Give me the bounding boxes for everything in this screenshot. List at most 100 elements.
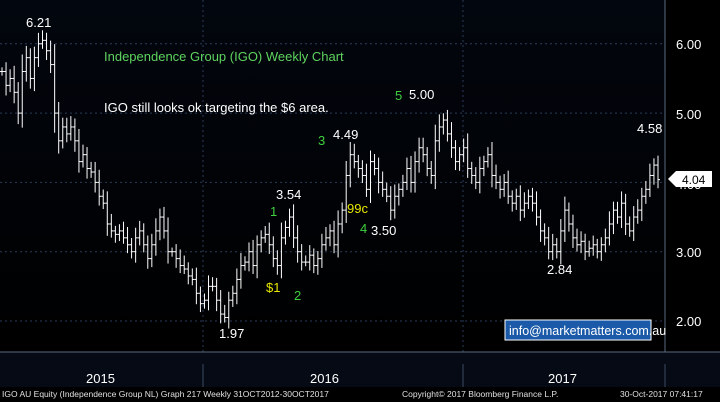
ohlc-bar: [413, 151, 418, 193]
y-tick-label: 6.00: [676, 37, 701, 52]
ohlc-bar: [473, 167, 478, 190]
ohlc-bar: [48, 40, 53, 74]
ohlc-bar: [68, 116, 73, 141]
ohlc-bar: [437, 114, 442, 152]
ohlc-bar: [238, 252, 243, 289]
wave-label: $1: [266, 280, 280, 295]
ohlc-bar: [360, 160, 365, 184]
ohlc-bar: [445, 109, 450, 142]
ohlc-bar: [404, 157, 409, 191]
ohlc-bar: [481, 155, 486, 177]
ohlc-bar: [251, 239, 256, 275]
ohlc-bar: [489, 141, 494, 188]
ohlc-bar: [76, 128, 81, 173]
price-annotation: 2.84: [547, 262, 572, 277]
price-annotation: 4.58: [637, 121, 662, 136]
ohlc-bar: [263, 226, 268, 243]
price-annotation: 4.49: [333, 127, 358, 142]
ohlc-bar: [433, 124, 438, 190]
ohlc-bar: [465, 133, 470, 178]
wave-label: 4: [360, 221, 367, 236]
ohlc-bar: [639, 187, 644, 222]
ohlc-bar: [469, 161, 474, 184]
ohlc-bar: [222, 304, 227, 323]
x-tick-label: 2016: [310, 371, 339, 386]
ohlc-bar: [554, 238, 559, 259]
ohlc-bar: [145, 235, 150, 269]
ohlc-bar: [93, 161, 98, 193]
ohlc-bar: [56, 102, 61, 154]
ohlc-bar: [186, 262, 191, 285]
ohlc-bar: [137, 220, 142, 246]
ohlc-bar: [449, 122, 454, 158]
ohlc-bar: [562, 196, 567, 242]
price-annotation: 3.50: [371, 223, 396, 238]
ohlc-bar: [396, 183, 401, 206]
ohlc-bar: [352, 143, 357, 169]
ohlc-bar: [117, 224, 122, 242]
ohlc-bar: [230, 285, 235, 307]
ohlc-bar: [615, 201, 620, 224]
ohlc-bar: [510, 190, 515, 212]
ohlc-bar: [485, 147, 490, 168]
ohlc-bar: [72, 118, 77, 152]
ohlc-bar: [364, 163, 369, 197]
ohlc-bar: [627, 216, 632, 237]
wave-label: 5: [395, 88, 402, 103]
ohlc-bar: [255, 235, 260, 279]
chart-title: Independence Group (IGO) Weekly Chart: [104, 49, 344, 64]
ohlc-bar: [344, 160, 349, 223]
wave-label: 2: [294, 288, 301, 303]
ohlc-bar: [24, 45, 29, 82]
x-tick-label: 2015: [86, 371, 115, 386]
ohlc-bar: [190, 268, 195, 286]
ohlc-bar: [425, 147, 430, 177]
footer-bar: IGO AU Equity (Independence Group NL) Gr…: [0, 387, 720, 402]
ohlc-bar: [538, 209, 543, 242]
ohlc-bar: [603, 228, 608, 253]
ohlc-bar: [461, 138, 466, 163]
ohlc-bar: [36, 32, 41, 67]
ohlc-bar: [174, 244, 179, 268]
ohlc-bar: [170, 247, 175, 257]
ohlc-bar: [623, 193, 628, 235]
ohlc-bar: [566, 202, 571, 232]
x-tick-label: 2017: [548, 371, 577, 386]
ohlc-bar: [421, 137, 426, 163]
ohlc-bar: [315, 251, 320, 275]
ohlc-bar: [202, 293, 207, 309]
ohlc-bar: [4, 62, 9, 96]
ohlc-bar: [319, 233, 324, 268]
footer-security-info: IGO AU Equity (Independence Group NL) Gr…: [2, 389, 329, 399]
ohlc-bar: [121, 221, 126, 244]
ohlc-bar: [182, 255, 187, 275]
ohlc-bar: [400, 174, 405, 197]
ohlc-bar: [178, 249, 183, 274]
ohlc-bar: [166, 217, 171, 264]
grid: [0, 0, 665, 352]
ohlc-bar: [522, 192, 527, 218]
ohlc-bar: [89, 161, 94, 178]
ohlc-bar: [392, 184, 397, 219]
ohlc-bar: [647, 163, 652, 197]
email-box: [504, 319, 652, 341]
email-link[interactable]: info@marketmatters.com.au: [509, 324, 666, 338]
ohlc-bar: [287, 208, 292, 237]
plot-background: [0, 0, 665, 352]
ohlc-bar: [279, 222, 284, 279]
ohlc-bar: [242, 256, 247, 271]
ohlc-bar: [271, 236, 276, 268]
ohlc-bar: [429, 160, 434, 184]
ohlc-bar: [368, 150, 373, 203]
y-tick-label: 5.00: [676, 107, 701, 122]
ohlc-bar: [494, 164, 499, 190]
ohlc-bar: [348, 141, 353, 188]
ohlc-bar: [591, 235, 596, 256]
ohlc-bar: [28, 48, 33, 89]
ohlc-bar: [295, 225, 300, 263]
ohlc-bar: [32, 46, 37, 92]
ohlc-bar: [64, 117, 69, 143]
ohlc-bar: [214, 277, 219, 312]
ohlc-bar: [20, 54, 25, 128]
